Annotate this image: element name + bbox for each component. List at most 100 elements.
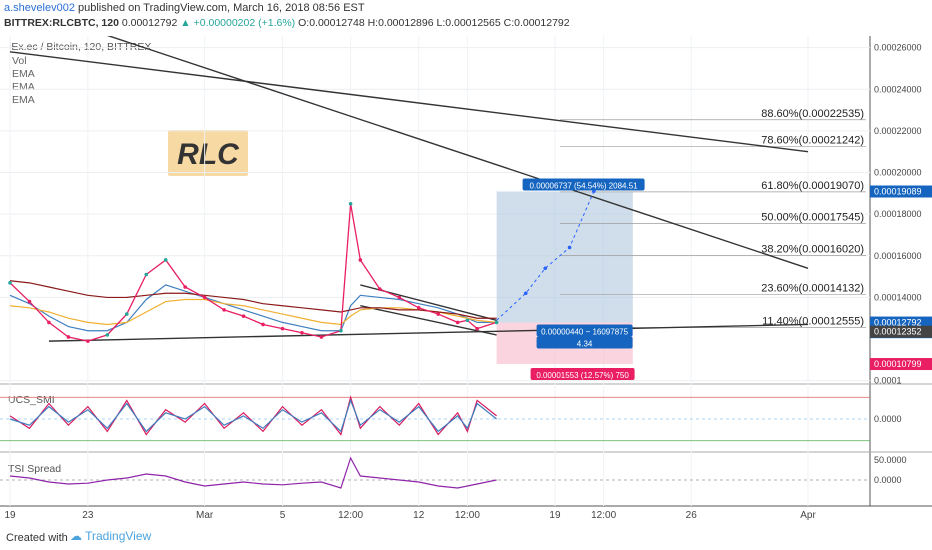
indicator-line	[9, 456, 497, 489]
price-axis-tag-bg	[870, 316, 932, 329]
price-point	[202, 295, 207, 300]
price-point	[27, 299, 32, 304]
fib-level-label: 61.80%(0.00019070)	[761, 180, 864, 192]
price-tick-label: 0.0001	[874, 376, 902, 386]
time-tick-label: 12:00	[338, 510, 363, 521]
rlc-badge-text: RLC	[177, 138, 240, 171]
tradingview-logo-icon[interactable]: ☁ TradingView	[70, 529, 152, 543]
price-point	[455, 320, 460, 325]
legend-ema-2: EMA	[12, 81, 35, 93]
price-point	[86, 339, 90, 343]
price-point	[416, 306, 421, 310]
author-link[interactable]: a.shevelev002	[4, 2, 75, 14]
center-label-bg	[536, 324, 633, 337]
time-tick-label: 12:00	[591, 510, 616, 521]
price-tick-label: 0.00026000	[874, 43, 922, 53]
price-point	[280, 326, 285, 331]
price-axis-tag: 0.00012792	[874, 318, 922, 328]
price-point	[241, 314, 246, 318]
projection-path	[496, 191, 595, 321]
projection-point	[523, 291, 528, 296]
stop-label: 0.00001553 (12.57%) 750	[536, 371, 629, 380]
indicator-tick-label: 0.0000	[874, 414, 902, 424]
legend-ema-1: EMA	[12, 68, 35, 80]
price-point	[378, 287, 382, 291]
time-tick-label: Mar	[196, 510, 214, 521]
trendline	[48, 323, 809, 342]
time-tick-label: 5	[280, 510, 286, 521]
price-point	[465, 318, 470, 323]
indicator-tick-label: 0.0000	[874, 475, 902, 485]
fib-level-label: 50.00%(0.00017545)	[761, 212, 864, 224]
price-point	[222, 308, 226, 312]
publish-text: published on TradingView.com, March 16, …	[74, 2, 365, 14]
price-point	[436, 312, 440, 316]
price-point	[348, 201, 353, 206]
price-axis-tag: 0.00010799	[874, 359, 922, 369]
price-point	[8, 281, 12, 285]
center-label: 0.00000440 ~ 16097875	[541, 328, 629, 337]
price-point	[183, 285, 187, 289]
time-tick-label: 12:00	[455, 510, 480, 521]
price-tick-label: 0.00016000	[874, 251, 922, 261]
price-point	[397, 295, 402, 300]
symbol-label: BITTREX:RLCBTC, 120	[4, 17, 119, 29]
symbol-line: BITTREX:RLCBTC, 120 0.00012792 ▲ +0.0000…	[4, 17, 570, 29]
price-point	[300, 330, 304, 335]
time-tick-label: 26	[686, 510, 698, 521]
price-point	[494, 320, 499, 325]
price-tick-label: 0.00022000	[874, 126, 922, 136]
fib-level-label: 38.20%(0.00016020)	[761, 243, 864, 255]
ohlc-values: O:0.00012748 H:0.00012896 L:0.00012565 C…	[298, 17, 570, 29]
chart-area[interactable]: iEx.ec / Bitcoin, 120, BITTREX Vol EMA E…	[0, 36, 932, 526]
price-axis-tag: 0.00012352	[874, 327, 922, 337]
price-point	[47, 320, 51, 325]
plot-background	[0, 36, 870, 506]
price-point	[66, 335, 71, 339]
change-value: +0.00000202 (+1.6%)	[193, 17, 296, 29]
legend-vol: Vol	[12, 55, 27, 67]
price-point	[319, 335, 324, 339]
created-with-text: Created with	[6, 532, 68, 544]
price-point	[144, 272, 149, 277]
center-label-ratio: 4.34	[577, 340, 593, 349]
tsi-title: TSI Spread	[8, 463, 61, 475]
fib-level-label: 88.60%(0.00022535)	[761, 108, 864, 120]
indicator-tick-label: 50.0000	[874, 455, 907, 465]
center-label-ratio-bg	[536, 336, 633, 349]
price-point	[124, 312, 129, 316]
rlc-badge	[168, 130, 248, 176]
price-point	[105, 333, 110, 337]
time-tick-label: 19	[4, 510, 16, 521]
footer: Created with ☁ TradingView	[0, 526, 932, 550]
price-axis-tag-bg	[870, 185, 932, 198]
time-tick-label: 12	[413, 510, 425, 521]
price-tick-label: 0.00024000	[874, 84, 922, 94]
tradingview-brand: TradingView	[85, 529, 152, 543]
publish-line: a.shevelev002 published on TradingView.c…	[4, 2, 365, 14]
indicator-line	[9, 398, 497, 433]
price-point	[339, 328, 343, 333]
projection-point	[543, 266, 548, 271]
price-tick-label: 0.00020000	[874, 168, 922, 178]
fib-level-label: 78.60%(0.00021242)	[761, 135, 864, 147]
stop-label-bg	[530, 368, 635, 381]
trendline	[9, 51, 809, 153]
trendline	[106, 36, 809, 269]
target-label-bg	[522, 178, 645, 191]
price-point	[163, 258, 168, 262]
last-price: 0.00012792	[121, 17, 178, 29]
time-tick-label: 23	[82, 510, 94, 521]
price-point	[475, 326, 479, 331]
time-tick-label: 19	[549, 510, 561, 521]
fib-level-label: 23.60%(0.00014132)	[761, 283, 864, 295]
price-axis-tag: 0.00019089	[874, 186, 922, 196]
time-tick-label: Apr	[800, 510, 816, 521]
legend-title: iEx.ec / Bitcoin, 120, BITTREX	[9, 41, 151, 53]
legend-ema-3: EMA	[12, 94, 35, 106]
projection-point	[567, 245, 572, 250]
target-label: 0.00006737 (54.54%) 2084.51	[530, 181, 639, 190]
price-point	[358, 258, 363, 262]
price-point	[261, 322, 265, 327]
price-tick-label: 0.00018000	[874, 209, 922, 219]
